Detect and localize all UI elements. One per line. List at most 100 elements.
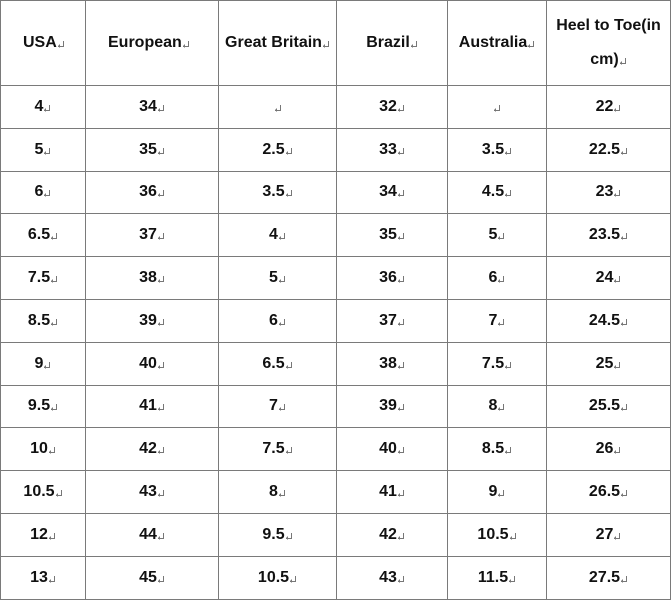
paragraph-mark — [157, 404, 165, 412]
paragraph-mark — [157, 361, 165, 369]
cell-text: 36 — [379, 269, 397, 287]
table-cell: 6.5 — [0, 213, 86, 258]
paragraph-mark — [614, 104, 621, 112]
paragraph-mark — [157, 104, 165, 112]
cell-text: 40 — [379, 440, 397, 458]
paragraph-mark — [505, 147, 512, 155]
table-cell: 27 — [546, 512, 671, 557]
paragraph-mark — [397, 147, 405, 155]
table-cell: 25 — [546, 341, 671, 386]
paragraph-mark — [44, 147, 51, 155]
table-cell: 38 — [336, 341, 448, 386]
paragraph-mark — [51, 233, 58, 241]
cell-text: 22 — [595, 97, 614, 115]
table-cell: 3.5 — [447, 127, 547, 172]
paragraph-mark — [285, 147, 293, 155]
paragraph-mark — [614, 447, 621, 455]
table-cell: Heel to Toe(in cm) — [546, 0, 671, 86]
cell-text: 41 — [139, 397, 157, 415]
paragraph-mark — [285, 190, 293, 198]
cell-text: 7.5 — [262, 440, 285, 458]
table-cell: 5 — [447, 213, 547, 258]
paragraph-mark — [157, 190, 165, 198]
table-cell: 36 — [336, 256, 448, 300]
paragraph-mark — [44, 361, 51, 369]
cell-text: European — [108, 34, 182, 51]
paragraph-mark — [157, 490, 165, 498]
paragraph-mark — [278, 490, 286, 498]
table-cell: 37 — [85, 213, 219, 258]
paragraph-mark — [157, 276, 165, 284]
table-cell: 11.5 — [447, 555, 547, 600]
table-row: 9.5 41 7 39 8 25.5 — [0, 384, 671, 429]
paragraph-mark — [505, 361, 512, 369]
paragraph-mark — [157, 447, 165, 455]
table-cell: 23 — [546, 170, 671, 215]
table-cell: 6.5 — [218, 341, 337, 386]
table-cell: 7 — [447, 298, 547, 343]
paragraph-mark — [278, 233, 286, 241]
paragraph-mark — [397, 575, 405, 583]
cell-text: 9.5 — [262, 525, 285, 543]
table-cell: 7.5 — [0, 256, 86, 300]
table-cell: 12 — [0, 512, 86, 557]
paragraph-mark — [397, 190, 405, 198]
cell-text: 35 — [139, 140, 157, 158]
cell-text: 23.5 — [588, 226, 621, 244]
table-cell: Great Britain — [218, 0, 337, 86]
cell-text: 23 — [595, 183, 614, 201]
table-cell: 45 — [85, 555, 219, 600]
cell-text: 25 — [595, 354, 614, 372]
table-cell: 8.5 — [0, 298, 86, 343]
paragraph-mark — [621, 490, 628, 498]
cell-text: 10.5 — [257, 568, 290, 586]
cell-text: 4.5 — [481, 183, 505, 201]
cell-text: 26 — [595, 440, 614, 458]
table-row: 7.5 38 5 36 6 24 — [0, 256, 671, 300]
cell-text: USA — [23, 34, 57, 51]
table-cell: 9 — [0, 341, 86, 386]
paragraph-mark — [51, 318, 58, 326]
cell-text: 34 — [139, 97, 157, 115]
header-row: USA European Great Britain Brazil Australia H… — [0, 0, 671, 86]
cell-text: 26.5 — [588, 483, 621, 501]
cell-text: 34 — [379, 183, 397, 201]
cell-text: 38 — [379, 354, 397, 372]
cell-text: 8 — [269, 483, 278, 501]
cell-text: 7.5 — [481, 354, 505, 372]
table-cell: 34 — [336, 170, 448, 215]
table-cell: 4.5 — [447, 170, 547, 215]
paragraph-mark — [278, 318, 286, 326]
paragraph-mark — [51, 276, 58, 284]
paragraph-mark — [621, 233, 628, 241]
table-cell: 33 — [336, 127, 448, 172]
cell-text: 25.5 — [588, 397, 621, 415]
table-cell: 44 — [85, 512, 219, 557]
paragraph-mark — [48, 532, 56, 540]
table-cell: 3.5 — [218, 170, 337, 215]
cell-text: 45 — [139, 568, 157, 586]
table-cell: 10.5 — [218, 555, 337, 600]
cell-text: 10.5 — [477, 525, 509, 543]
paragraph-mark — [505, 447, 512, 455]
table-row: 6 36 3.5 34 4.5 23 — [0, 170, 671, 215]
table-cell: 43 — [336, 555, 448, 600]
table-cell: 26.5 — [546, 470, 671, 514]
table-cell: 7 — [218, 384, 337, 429]
cell-text: 35 — [379, 226, 397, 244]
table-cell: 40 — [336, 427, 448, 472]
table-cell: 39 — [336, 384, 448, 429]
table-cell: 37 — [336, 298, 448, 343]
table-cell: 34 — [85, 85, 219, 129]
cell-text: 11.5 — [477, 568, 509, 586]
table-cell: 7.5 — [447, 341, 547, 386]
cell-text: 37 — [139, 226, 157, 244]
cell-text: 6 — [488, 269, 498, 287]
table-cell: Australia — [447, 0, 547, 86]
cell-text: 43 — [139, 483, 157, 501]
table-cell: 22.5 — [546, 127, 671, 172]
paragraph-mark — [614, 276, 621, 284]
cell-text: 7.5 — [27, 269, 51, 287]
cell-text: 12 — [30, 525, 48, 543]
paragraph-mark — [614, 361, 621, 369]
